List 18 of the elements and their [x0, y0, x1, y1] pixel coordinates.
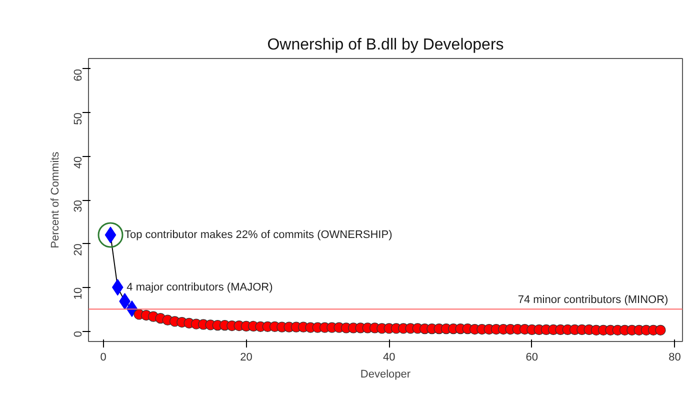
- y-tick-label: 20: [72, 244, 84, 256]
- annotation: Top contributor makes 22% of commits (OWNERSHIP): [124, 228, 392, 241]
- annotation: 4 major contributors (MAJOR): [126, 281, 273, 294]
- y-tick-label: 30: [72, 200, 84, 212]
- x-tick-label: 20: [240, 352, 252, 364]
- x-axis-title: Developer: [360, 368, 411, 380]
- y-tick-label: 60: [72, 68, 84, 82]
- x-tick-label: 80: [668, 352, 681, 364]
- y-tick-label: 0: [72, 331, 84, 338]
- x-tick-label: 40: [382, 352, 396, 364]
- ref-line-label: 74 minor contributors (MINOR): [518, 294, 668, 306]
- y-tick-label: 50: [72, 112, 84, 125]
- y-axis-title: Percent of Commits: [50, 151, 62, 248]
- y-tick-label: 10: [72, 287, 84, 300]
- y-tick-label: 40: [72, 156, 84, 169]
- x-tick-label: 60: [526, 352, 538, 364]
- x-tick-label: 0: [100, 352, 106, 364]
- chart-title: Ownership of B.dll by Developers: [267, 36, 504, 54]
